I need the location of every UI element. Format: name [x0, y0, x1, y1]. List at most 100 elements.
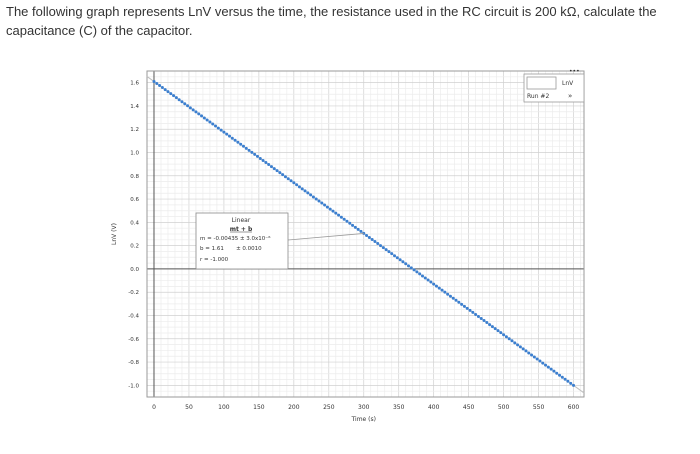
fit-annotation-box[interactable]: Linear mt + b m = -0.00435 ± 3.0x10⁻⁶ b …: [195, 212, 289, 270]
data-point: [233, 138, 237, 142]
data-point: [292, 181, 296, 185]
data-point: [166, 90, 170, 94]
data-point: [530, 353, 534, 357]
data-point: [214, 124, 218, 128]
y-tick-label: 0.8: [130, 174, 139, 180]
data-point: [188, 106, 192, 110]
data-point: [353, 225, 357, 229]
y-tick-label: 1.2: [130, 127, 139, 133]
data-point: [228, 134, 232, 138]
data-point: [370, 237, 374, 241]
data-point: [471, 310, 475, 314]
fit-box-leader: [287, 233, 364, 241]
data-point: [311, 195, 315, 199]
data-point: [183, 102, 187, 106]
data-point: [219, 128, 223, 132]
x-tick-label: 0: [152, 404, 156, 411]
data-point: [222, 130, 226, 134]
data-point: [253, 152, 257, 156]
y-tick-label: 0.6: [130, 197, 139, 203]
y-tick-label: 0.0: [130, 267, 139, 273]
data-point: [454, 298, 458, 302]
data-point: [337, 213, 341, 217]
data-point: [418, 272, 422, 276]
data-point: [493, 327, 497, 331]
data-point: [230, 136, 234, 140]
data-point: [569, 381, 573, 385]
data-point: [320, 201, 324, 205]
data-point: [558, 373, 562, 377]
data-point: [258, 156, 262, 160]
data-point: [250, 150, 254, 154]
legend-expand-icon[interactable]: »: [568, 92, 572, 100]
data-point: [200, 114, 204, 118]
legend-run: Run #2: [527, 93, 549, 100]
data-point: [345, 219, 349, 223]
data-point: [297, 185, 301, 189]
question-text: The following graph represents LnV versu…: [6, 4, 657, 38]
data-point: [395, 256, 399, 260]
legend-more-icon[interactable]: •••: [569, 68, 580, 75]
data-point: [163, 88, 167, 92]
data-point: [239, 142, 243, 146]
x-tick-label: 100: [218, 404, 230, 411]
plot-frame: [146, 70, 585, 398]
data-point: [510, 339, 514, 343]
data-point: [186, 104, 190, 108]
data-point: [255, 154, 259, 158]
data-point: [384, 248, 388, 252]
data-point: [423, 276, 427, 280]
data-point: [479, 317, 483, 321]
data-point: [415, 270, 419, 274]
fit-b-line: b = 1.61 ± 0.0010: [200, 246, 262, 252]
data-point: [499, 331, 503, 335]
data-point: [379, 244, 383, 248]
y-tick-label: -0.6: [128, 337, 139, 343]
data-point: [521, 347, 525, 351]
x-tick-label: 350: [393, 404, 405, 411]
data-point: [356, 227, 360, 231]
data-point: [194, 110, 198, 114]
legend-label: LnV: [562, 80, 574, 87]
data-point: [535, 357, 539, 361]
data-point: [496, 329, 500, 333]
data-point: [342, 217, 346, 221]
data-point: [365, 233, 369, 237]
data-point: [474, 312, 478, 316]
data-point: [208, 120, 212, 124]
data-point: [429, 280, 433, 284]
x-tick-label: 200: [288, 404, 300, 411]
data-point: [387, 250, 391, 254]
y-tick-label: -0.8: [128, 360, 139, 366]
data-point: [502, 333, 506, 337]
data-point: [278, 171, 282, 175]
data-point: [286, 177, 290, 181]
data-point: [211, 122, 215, 126]
data-point: [367, 235, 371, 239]
data-point: [541, 361, 545, 365]
x-tick-label: 550: [533, 404, 545, 411]
data-point: [381, 246, 385, 250]
data-point: [437, 286, 441, 290]
y-tick-label: 1.4: [130, 104, 139, 110]
data-point: [524, 349, 528, 353]
data-point: [488, 323, 492, 327]
data-point: [169, 92, 173, 96]
data-point: [390, 252, 394, 256]
data-point: [504, 335, 508, 339]
data-point: [261, 158, 265, 162]
x-tick-label: 400: [428, 404, 440, 411]
y-tick-label: -0.4: [128, 314, 139, 320]
fit-title: Linear: [232, 217, 251, 224]
data-point: [275, 169, 279, 173]
data-point: [351, 223, 355, 227]
data-point: [549, 367, 553, 371]
legend[interactable]: ••• LnV Run #2 »: [523, 68, 585, 103]
data-point: [197, 112, 201, 116]
data-point: [289, 179, 293, 183]
data-point: [317, 199, 321, 203]
data-point: [244, 146, 248, 150]
data-point: [267, 163, 271, 167]
data-point: [518, 345, 522, 349]
data-point: [451, 296, 455, 300]
